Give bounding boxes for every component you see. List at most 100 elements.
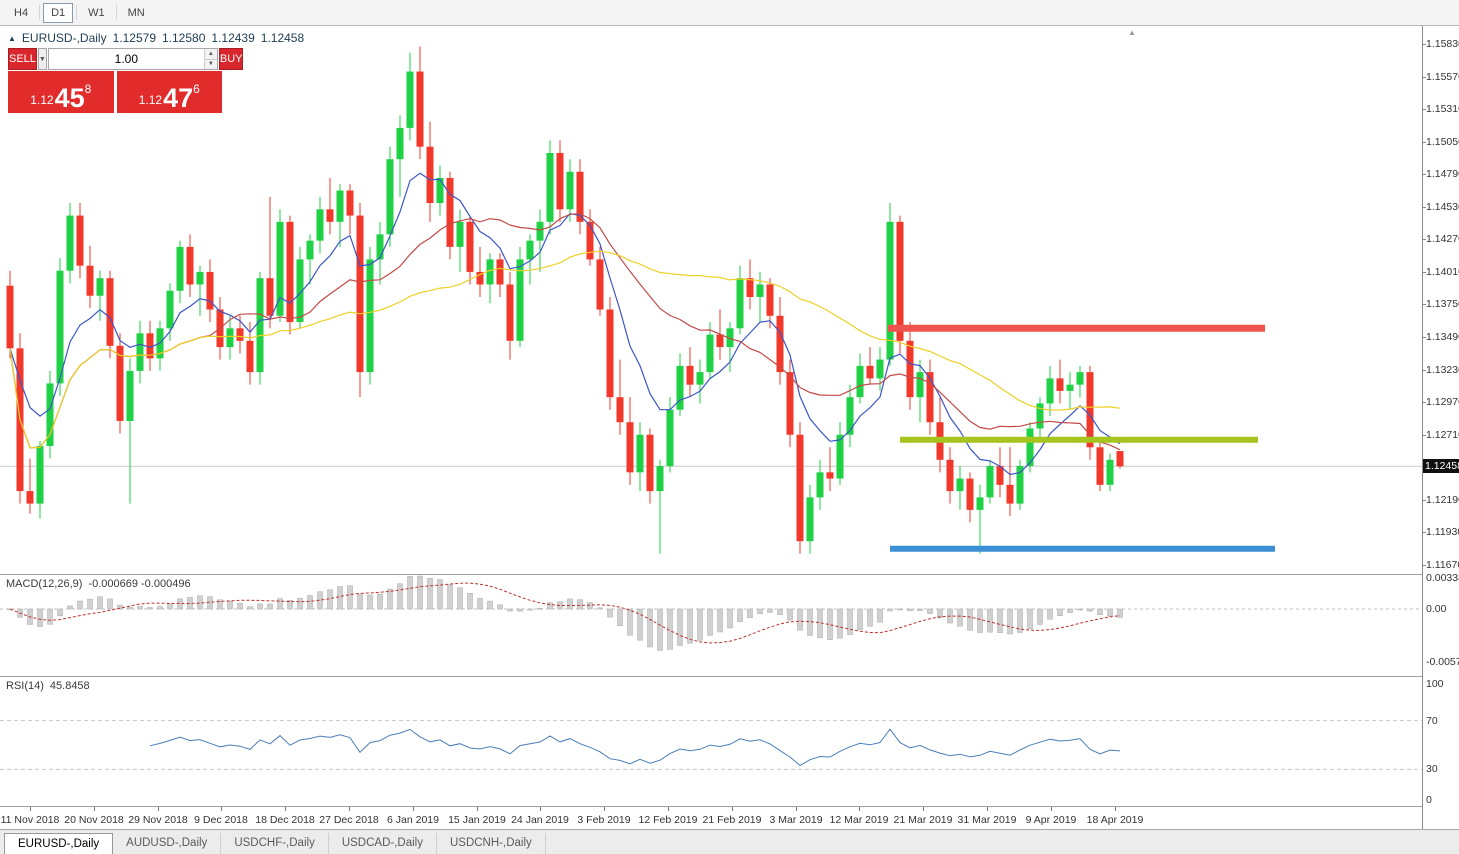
macd-histogram-bar (797, 608, 803, 631)
sell-button[interactable]: SELL (8, 48, 37, 70)
timeframe-button-d1[interactable]: D1 (43, 2, 74, 23)
time-tick (604, 807, 605, 811)
price-scale-label: 1.13750 (1426, 298, 1459, 310)
macd-histogram-bar (97, 596, 103, 610)
spinner-down-icon[interactable]: ▼ (204, 58, 217, 69)
macd-indicator-chart[interactable] (0, 575, 1422, 676)
buy-button[interactable]: BUY (218, 48, 244, 70)
chart-tab-audusd[interactable]: AUDUSD-,Daily (113, 833, 222, 854)
candle-body (426, 146, 434, 204)
time-axis-label: 29 Nov 2018 (128, 814, 188, 826)
macd-histogram-bar (217, 599, 223, 610)
candle-body (736, 278, 744, 329)
chart-window: ▲ EURUSD-,Daily 1.12579 1.12580 1.12439 … (0, 26, 1459, 829)
candle-body (556, 152, 564, 210)
price-scale-label: 1.14790 (1426, 168, 1459, 180)
time-axis-label: 3 Feb 2019 (577, 814, 631, 826)
moving-average-line (9, 172, 1121, 476)
rsi-indicator-chart[interactable] (0, 677, 1422, 806)
timeframe-button-mn[interactable]: MN (120, 3, 153, 23)
chart-tab-usdcnh[interactable]: USDCNH-,Daily (437, 833, 546, 854)
scroll-to-end-icon[interactable]: ▲ (1128, 28, 1136, 37)
macd-histogram-bar (707, 608, 713, 636)
macd-histogram-bar (77, 600, 83, 610)
macd-rsi-separator[interactable] (0, 676, 1459, 677)
macd-histogram-bar (687, 608, 693, 644)
candle-body (956, 478, 964, 492)
price-chart[interactable] (0, 26, 1422, 574)
chart-tab-usdcad[interactable]: USDCAD-,Daily (329, 833, 437, 854)
macd-histogram-bar (987, 608, 993, 633)
price-tick (1423, 402, 1426, 403)
macd-scale-label: 0.003386 (1426, 572, 1459, 584)
candle-body (1046, 378, 1054, 404)
price-scale[interactable]: 1.15830 1.15570 1.15310 1.15050 1.14790 1.145… (1422, 26, 1459, 829)
candle-body (616, 397, 624, 423)
volume-dropdown[interactable]: ▼ (37, 48, 47, 70)
time-tick (796, 807, 797, 811)
price-scale-label: 1.11930 (1426, 526, 1459, 538)
price-tick (1423, 239, 1426, 240)
macd-histogram-bar (1097, 608, 1103, 616)
candle-body (376, 234, 384, 260)
bid-prefix: 1.12 (30, 93, 54, 107)
macd-histogram-bar (337, 586, 343, 610)
timeframe-button-w1[interactable]: W1 (80, 3, 113, 23)
macd-histogram-bar (717, 608, 723, 633)
candle-body (966, 478, 974, 510)
candle-body (176, 246, 184, 291)
bid-price-panel[interactable]: 1.12 45 8 (8, 71, 114, 113)
chart-tab-usdchf[interactable]: USDCHF-,Daily (221, 833, 329, 854)
candle-body (366, 259, 374, 373)
candle-body (96, 278, 104, 296)
candle-body (656, 466, 664, 492)
candle-body (256, 278, 264, 373)
macd-histogram-bar (517, 608, 523, 612)
macd-histogram-bar (757, 608, 763, 615)
macd-histogram-bar (937, 608, 943, 619)
candle-body (406, 71, 414, 128)
macd-histogram-bar (857, 608, 863, 630)
volume-input[interactable] (48, 49, 204, 69)
price-tick (1423, 174, 1426, 175)
candle-body (926, 372, 934, 423)
macd-histogram-bar (257, 603, 263, 610)
rsi-scale-label: 70 (1426, 715, 1438, 727)
time-tick (732, 807, 733, 811)
candle-body (1076, 372, 1084, 385)
candle-body (766, 284, 774, 316)
macd-histogram-bar (1027, 608, 1033, 630)
candle-body (486, 259, 494, 285)
candle-body (986, 466, 994, 498)
candle-body (166, 290, 174, 329)
candle-body (186, 246, 194, 285)
chart-macd-separator[interactable] (0, 574, 1459, 575)
macd-histogram-bar (747, 608, 753, 618)
time-tick (540, 807, 541, 811)
macd-histogram-bar (267, 603, 273, 610)
candle-body (246, 340, 254, 373)
macd-histogram-bar (237, 602, 243, 610)
time-axis[interactable]: 11 Nov 2018 20 Nov 2018 29 Nov 2018 9 Dec 2… (0, 807, 1422, 829)
one-click-trading-widget: SELL ▼ ▲ ▼ BUY 1.12 45 8 1.12 47 (8, 48, 244, 113)
rsi-scale-label: 0 (1426, 794, 1432, 806)
time-tick (221, 807, 222, 811)
macd-histogram-bar (447, 584, 453, 610)
macd-histogram-bar (117, 604, 123, 610)
ask-price-panel[interactable]: 1.12 47 6 (116, 71, 222, 113)
macd-histogram-bar (1087, 608, 1093, 612)
bid-pipette: 8 (84, 82, 92, 96)
chevron-down-icon: ▼ (38, 55, 46, 63)
macd-histogram-bar (1067, 608, 1073, 613)
macd-histogram-bar (357, 594, 363, 610)
candle-body (886, 221, 894, 360)
candle-body (1106, 459, 1114, 485)
candle-body (606, 309, 614, 398)
chart-tab-eurusd[interactable]: EURUSD-,Daily (4, 833, 114, 854)
macd-histogram-bar (167, 603, 173, 610)
macd-histogram-bar (57, 608, 63, 617)
timeframe-button-h4[interactable]: H4 (6, 3, 36, 23)
candle-body (146, 333, 154, 359)
spinner-up-icon[interactable]: ▲ (204, 49, 217, 59)
candle-body (806, 497, 814, 542)
